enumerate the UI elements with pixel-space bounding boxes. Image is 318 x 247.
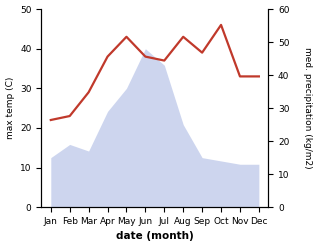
Y-axis label: max temp (C): max temp (C) <box>5 77 15 139</box>
X-axis label: date (month): date (month) <box>116 231 194 242</box>
Y-axis label: med. precipitation (kg/m2): med. precipitation (kg/m2) <box>303 47 313 169</box>
